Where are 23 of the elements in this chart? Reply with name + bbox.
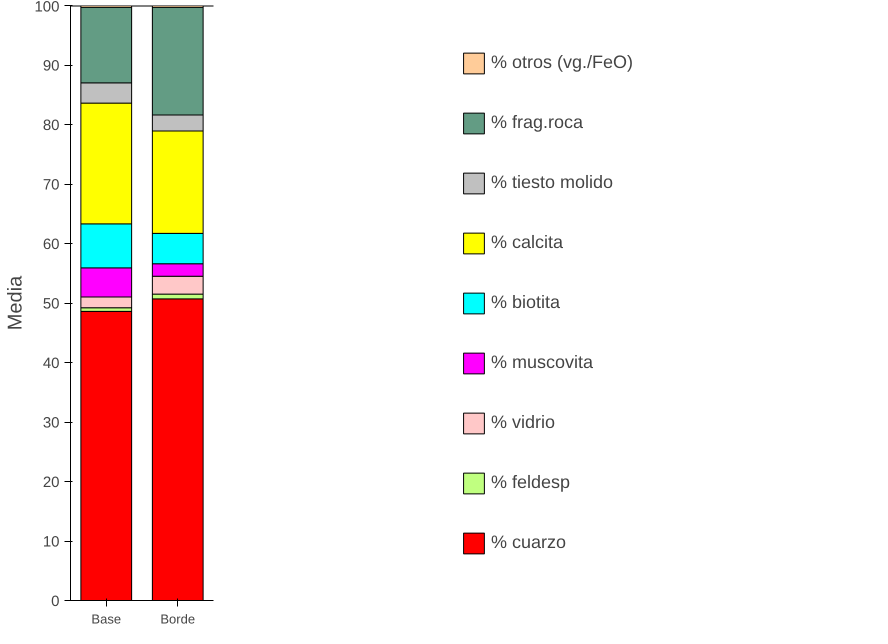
y-tick-label: 0 — [51, 593, 60, 610]
y-tick-label: 10 — [42, 534, 60, 550]
y-tick-label: 100 — [34, 0, 60, 16]
legend-label: % muscovita — [490, 352, 594, 373]
legend-label: % vidrio — [490, 412, 556, 433]
y-tick-label: 50 — [42, 296, 60, 312]
legend-label: % frag.roca — [490, 112, 584, 133]
y-tick-label: 90 — [42, 58, 60, 74]
y-tick-label: 20 — [42, 474, 60, 491]
y-tick-label: 60 — [42, 236, 60, 253]
y-tick-label: 80 — [42, 117, 60, 134]
y-axis-title: Media — [4, 274, 26, 330]
legend-label: % cuarzo — [490, 532, 566, 553]
legend-label: % feldesp — [490, 472, 570, 493]
x-tick-label: Borde — [160, 612, 196, 626]
legend-label: % tiesto molido — [490, 172, 614, 193]
legend-label: % otros (vg./FeO) — [490, 52, 634, 73]
y-tick-label: 30 — [42, 414, 60, 432]
y-tick-label: 40 — [42, 355, 60, 372]
legend-label: % calcita — [490, 232, 564, 253]
x-tick-label: Base — [91, 612, 122, 626]
y-tick-label: 70 — [42, 176, 60, 194]
legend-label: % biotita — [490, 292, 560, 313]
